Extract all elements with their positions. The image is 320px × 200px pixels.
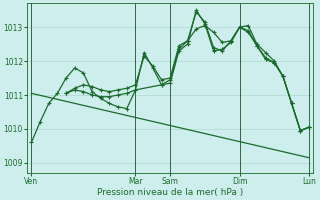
X-axis label: Pression niveau de la mer( hPa ): Pression niveau de la mer( hPa ) [97, 188, 243, 197]
